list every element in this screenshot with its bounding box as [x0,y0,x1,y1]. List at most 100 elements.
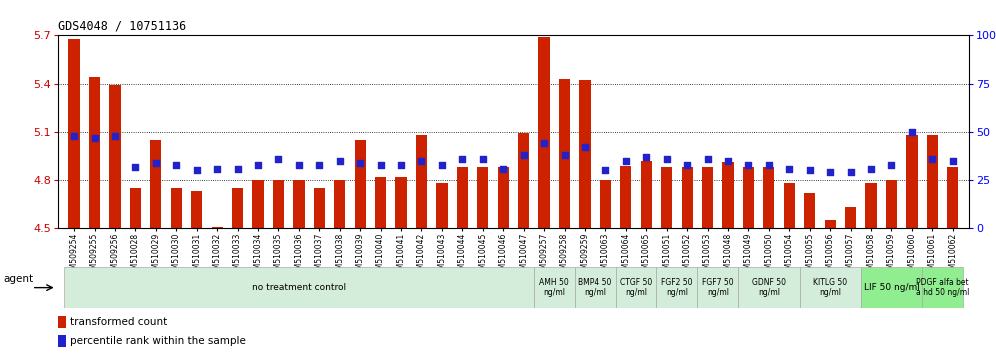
Point [904,129,920,135]
Bar [621,166,631,228]
Point [393,162,409,167]
Point [699,156,715,162]
Bar [395,177,406,228]
Text: no treatment control: no treatment control [252,283,346,292]
Bar [600,180,611,228]
Point [761,162,777,167]
Bar [885,180,897,228]
Point [189,168,205,173]
Point [353,160,369,166]
Bar [722,162,734,228]
Bar [926,135,938,228]
Bar [334,180,346,228]
Bar [150,140,161,228]
Point [147,160,163,166]
Bar [252,180,264,228]
Text: KITLG 50
ng/ml: KITLG 50 ng/ml [813,278,848,297]
Bar [845,207,857,228]
Bar [866,183,876,228]
Bar [906,135,917,228]
Bar [232,188,243,228]
Point [312,162,328,167]
Text: GDS4048 / 10751136: GDS4048 / 10751136 [58,20,186,33]
Point [250,162,266,167]
Bar [743,167,754,228]
Point [209,166,225,171]
Point [332,158,348,164]
Bar [738,267,800,308]
Bar [191,192,202,228]
Point [740,162,756,167]
Text: LIF 50 ng/ml: LIF 50 ng/ml [864,283,919,292]
Point [864,166,879,171]
Point [924,156,940,162]
Point [413,158,429,164]
Point [495,166,511,171]
Bar [518,133,529,228]
Bar [273,180,284,228]
Point [230,166,246,171]
Bar [58,316,67,328]
Bar [681,167,693,228]
Bar [804,193,816,228]
Text: agent: agent [3,274,33,284]
Bar [110,85,121,228]
Bar [498,167,509,228]
Point [168,162,184,167]
Bar [697,267,738,308]
Text: FGF2 50
ng/ml: FGF2 50 ng/ml [661,278,692,297]
Bar [170,188,182,228]
Point [577,144,593,150]
Point [802,168,818,173]
Bar [763,167,775,228]
Bar [64,267,534,308]
Point [475,156,491,162]
Bar [656,267,697,308]
Point [516,152,532,158]
Bar [436,183,447,228]
Point [720,158,736,164]
Text: PDGF alfa bet
a hd 50 ng/ml: PDGF alfa bet a hd 50 ng/ml [916,278,969,297]
Bar [784,183,795,228]
Point [781,166,797,171]
Bar [375,177,386,228]
Bar [534,267,575,308]
Point [66,133,82,138]
Bar [293,180,305,228]
Bar [58,335,67,347]
Point [598,168,614,173]
Bar [922,267,963,308]
Bar [616,267,656,308]
Point [945,158,961,164]
Point [658,156,674,162]
Bar [575,267,616,308]
Bar [477,167,488,228]
Text: CTGF 50
ng/ml: CTGF 50 ng/ml [620,278,652,297]
Text: FGF7 50
ng/ml: FGF7 50 ng/ml [702,278,734,297]
Bar [457,167,468,228]
Text: GDNF 50
ng/ml: GDNF 50 ng/ml [752,278,786,297]
Point [87,135,103,141]
Point [638,154,654,160]
Bar [800,267,861,308]
Bar [69,39,80,228]
Bar [416,135,427,228]
Bar [861,267,922,308]
Point [679,162,695,167]
Text: AMH 50
ng/ml: AMH 50 ng/ml [540,278,569,297]
Text: percentile rank within the sample: percentile rank within the sample [70,336,246,346]
Point [107,133,123,138]
Point [883,162,899,167]
Bar [702,167,713,228]
Bar [355,140,366,228]
Bar [539,37,550,228]
Bar [314,188,325,228]
Bar [559,79,570,228]
Bar [640,161,651,228]
Bar [89,77,101,228]
Point [291,162,307,167]
Point [271,156,287,162]
Bar [825,220,836,228]
Point [373,162,388,167]
Point [822,170,838,175]
